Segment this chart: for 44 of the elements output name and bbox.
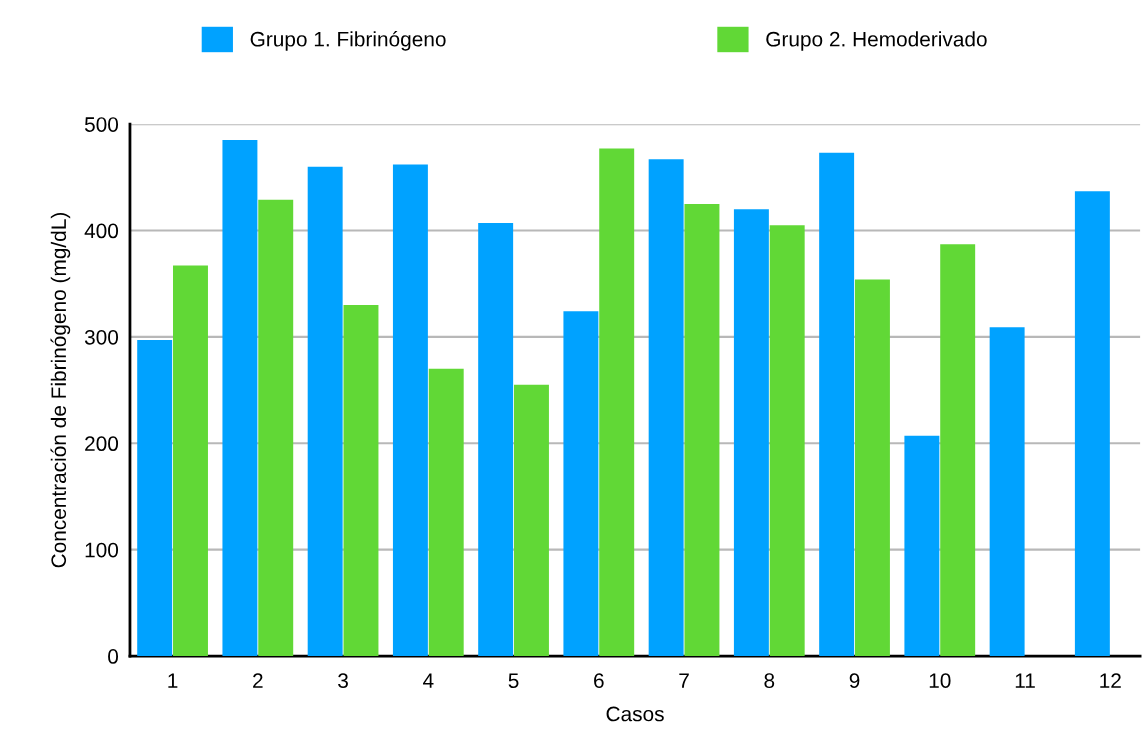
bar xyxy=(513,384,549,657)
bar xyxy=(854,279,890,657)
y-tick-label: 300 xyxy=(84,329,119,345)
x-tick-label: 7 xyxy=(679,673,689,688)
x-tick-label: 8 xyxy=(764,673,775,688)
bar xyxy=(258,199,294,657)
y-tick-label: 0 xyxy=(108,649,119,664)
bar xyxy=(392,164,428,657)
x-tick-label: 9 xyxy=(849,673,860,688)
bar xyxy=(478,223,514,657)
bar xyxy=(904,435,940,657)
y-axis-title: Concentración de Fibrinógeno (mg/dL) xyxy=(50,213,71,568)
legend-label: Grupo 2. Hemoderivado xyxy=(766,31,987,51)
bar xyxy=(428,368,464,657)
legend-label: Grupo 1. Fibrinógeno xyxy=(250,31,446,51)
y-tick-label: 100 xyxy=(85,542,119,558)
bar xyxy=(222,140,258,657)
bar xyxy=(1074,191,1110,657)
x-tick-label: 6 xyxy=(594,673,604,688)
bar xyxy=(819,152,855,657)
bar xyxy=(733,209,769,657)
bar xyxy=(769,225,805,657)
y-tick-label: 200 xyxy=(85,436,119,452)
x-tick-label: 5 xyxy=(508,673,519,688)
bar xyxy=(173,265,208,657)
bar xyxy=(343,304,379,657)
x-tick-label: 1 xyxy=(168,673,178,688)
y-tick-label: 500 xyxy=(84,117,119,132)
x-tick-label: 11 xyxy=(1015,673,1035,688)
bar xyxy=(684,203,720,657)
x-axis-title: Casos xyxy=(606,706,664,722)
bar xyxy=(307,166,343,657)
bar xyxy=(989,327,1025,657)
bar xyxy=(137,340,173,657)
y-tick-label: 400 xyxy=(84,223,119,239)
bar xyxy=(599,148,635,657)
x-tick-label: 3 xyxy=(338,673,348,688)
x-tick-label: 12 xyxy=(1100,673,1121,688)
bar xyxy=(940,244,976,657)
x-tick-label: 2 xyxy=(253,673,263,688)
bar xyxy=(563,311,599,657)
bar xyxy=(648,159,684,657)
x-tick-label: 4 xyxy=(423,673,434,688)
x-tick-label: 10 xyxy=(929,673,951,688)
